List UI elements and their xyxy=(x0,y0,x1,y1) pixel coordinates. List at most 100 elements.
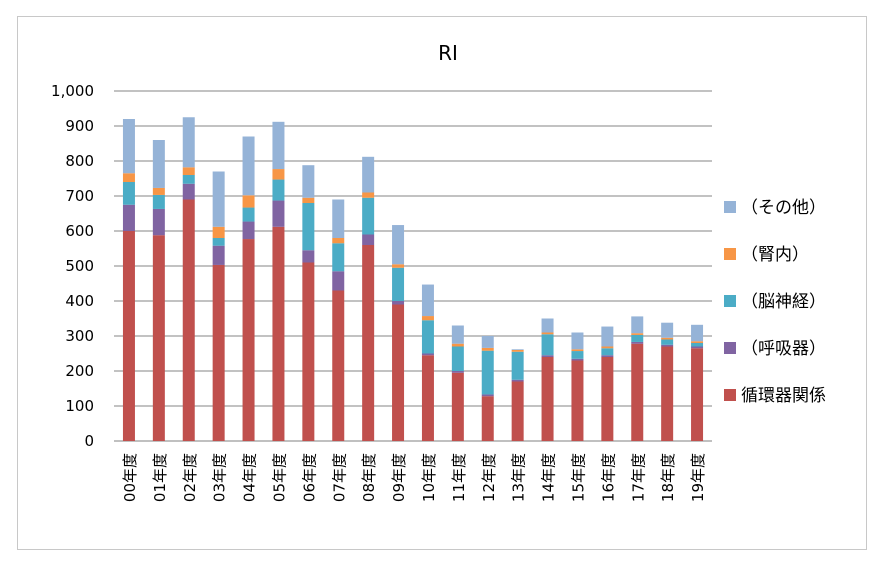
y-tick-label: 300 xyxy=(65,327,94,345)
bar-segment xyxy=(272,169,285,180)
x-tick-label: 16年度 xyxy=(599,453,617,502)
bar-segment xyxy=(332,238,345,244)
legend-swatch xyxy=(724,248,736,260)
x-tick-label: 04年度 xyxy=(241,453,259,502)
bar-segment xyxy=(421,284,434,317)
bar-segment xyxy=(511,379,524,382)
bar-segment xyxy=(571,360,584,441)
y-tick-label: 900 xyxy=(65,117,94,135)
bar-segment xyxy=(272,121,285,170)
legend: （その他） （腎内） （脳神経） （呼吸器） 循環器関係 xyxy=(724,198,826,406)
bar-segment xyxy=(421,320,434,354)
legend-label: （呼吸器） xyxy=(741,339,826,359)
bar-segment xyxy=(242,207,255,222)
bar-segment xyxy=(691,343,704,347)
bar-segment xyxy=(182,167,195,175)
bar-segment xyxy=(511,350,524,352)
bar-segment xyxy=(302,250,315,263)
bar-segment xyxy=(392,225,405,265)
bar-segment xyxy=(661,344,674,347)
bar-segment xyxy=(392,267,405,301)
y-tick-label: 200 xyxy=(65,362,94,380)
bar-segment xyxy=(272,200,285,227)
legend-swatch xyxy=(724,295,736,307)
bar-segment xyxy=(451,371,464,373)
x-tick-label: 14年度 xyxy=(540,453,558,502)
bar-segment xyxy=(451,343,464,347)
bar-segment xyxy=(481,347,494,351)
bar-segment xyxy=(541,318,554,333)
legend-swatch xyxy=(724,389,736,401)
bar-segment xyxy=(571,358,584,361)
bar-segment xyxy=(421,353,434,356)
legend-label: （脳神経） xyxy=(741,292,826,312)
y-tick-label: 700 xyxy=(65,187,94,205)
bar-segment xyxy=(541,332,554,335)
x-tick-label: 09年度 xyxy=(390,453,408,502)
bar-segment xyxy=(661,337,674,340)
bar-segment xyxy=(242,195,255,208)
bar-segment xyxy=(122,231,135,441)
bar-segment xyxy=(661,346,674,441)
bar-segment xyxy=(152,187,165,195)
y-tick-label: 600 xyxy=(65,222,94,240)
bar-segment xyxy=(601,326,614,347)
x-tick-label: 08年度 xyxy=(360,453,378,502)
bar-segment xyxy=(392,301,405,305)
bar-segment xyxy=(631,333,644,335)
gridlines xyxy=(114,90,712,442)
bar-segment xyxy=(182,183,195,200)
bar-segment xyxy=(152,194,165,209)
y-tick-label: 400 xyxy=(65,292,94,310)
bar-segment xyxy=(362,192,375,198)
bar-segment xyxy=(481,396,494,441)
bar-segment xyxy=(421,355,434,441)
legend-label: （その他） xyxy=(741,198,826,218)
bar-segment xyxy=(571,332,584,350)
x-tick-label: 10年度 xyxy=(420,453,438,502)
x-tick-label: 15年度 xyxy=(569,453,587,502)
bar-segment xyxy=(631,341,644,344)
bar-segment xyxy=(302,203,315,251)
x-tick-label: 17年度 xyxy=(629,453,647,502)
bar-segment xyxy=(212,264,225,441)
bar-segment xyxy=(362,234,375,245)
bar-segment xyxy=(152,208,165,236)
bar-segment xyxy=(212,245,225,265)
bar-segment xyxy=(212,238,225,246)
bar-segment xyxy=(661,322,674,338)
x-tick-label: 11年度 xyxy=(450,453,468,502)
legend-label: 循環器関係 xyxy=(741,386,826,406)
bar-segment xyxy=(631,316,644,334)
bar-segment xyxy=(242,136,255,196)
bar-segment xyxy=(541,357,554,441)
x-axis-ticks: 00年度 01年度 02年度 03年度 04年度 05年度 06年度 07年度 08年度 09年度… xyxy=(121,453,707,502)
x-tick-label: 12年度 xyxy=(480,453,498,502)
bar-segment xyxy=(601,348,614,356)
bars xyxy=(122,117,704,441)
bar-segment xyxy=(601,355,614,357)
bar-segment xyxy=(421,316,434,321)
bar-segment xyxy=(691,346,704,349)
bar-segment xyxy=(691,348,704,441)
x-tick-label: 07年度 xyxy=(330,453,348,502)
bar-segment xyxy=(541,334,554,356)
bar-segment xyxy=(212,171,225,227)
bar-segment xyxy=(122,119,135,174)
bar-segment xyxy=(631,343,644,441)
bar-segment xyxy=(392,304,405,441)
x-tick-label: 00年度 xyxy=(121,453,139,502)
x-tick-label: 06年度 xyxy=(300,453,318,502)
x-tick-label: 01年度 xyxy=(151,453,169,502)
x-tick-label: 19年度 xyxy=(689,453,707,502)
chart-title: RI xyxy=(438,41,458,65)
bar-segment xyxy=(122,204,135,231)
bar-segment xyxy=(242,239,255,441)
bar-segment xyxy=(182,175,195,184)
bar-segment xyxy=(272,179,285,201)
bar-segment xyxy=(571,351,584,359)
bar-segment xyxy=(481,350,494,395)
legend-swatch xyxy=(724,342,736,354)
y-axis-ticks: 0 100 200 300 400 500 600 700 800 900 1,000 xyxy=(51,82,94,450)
